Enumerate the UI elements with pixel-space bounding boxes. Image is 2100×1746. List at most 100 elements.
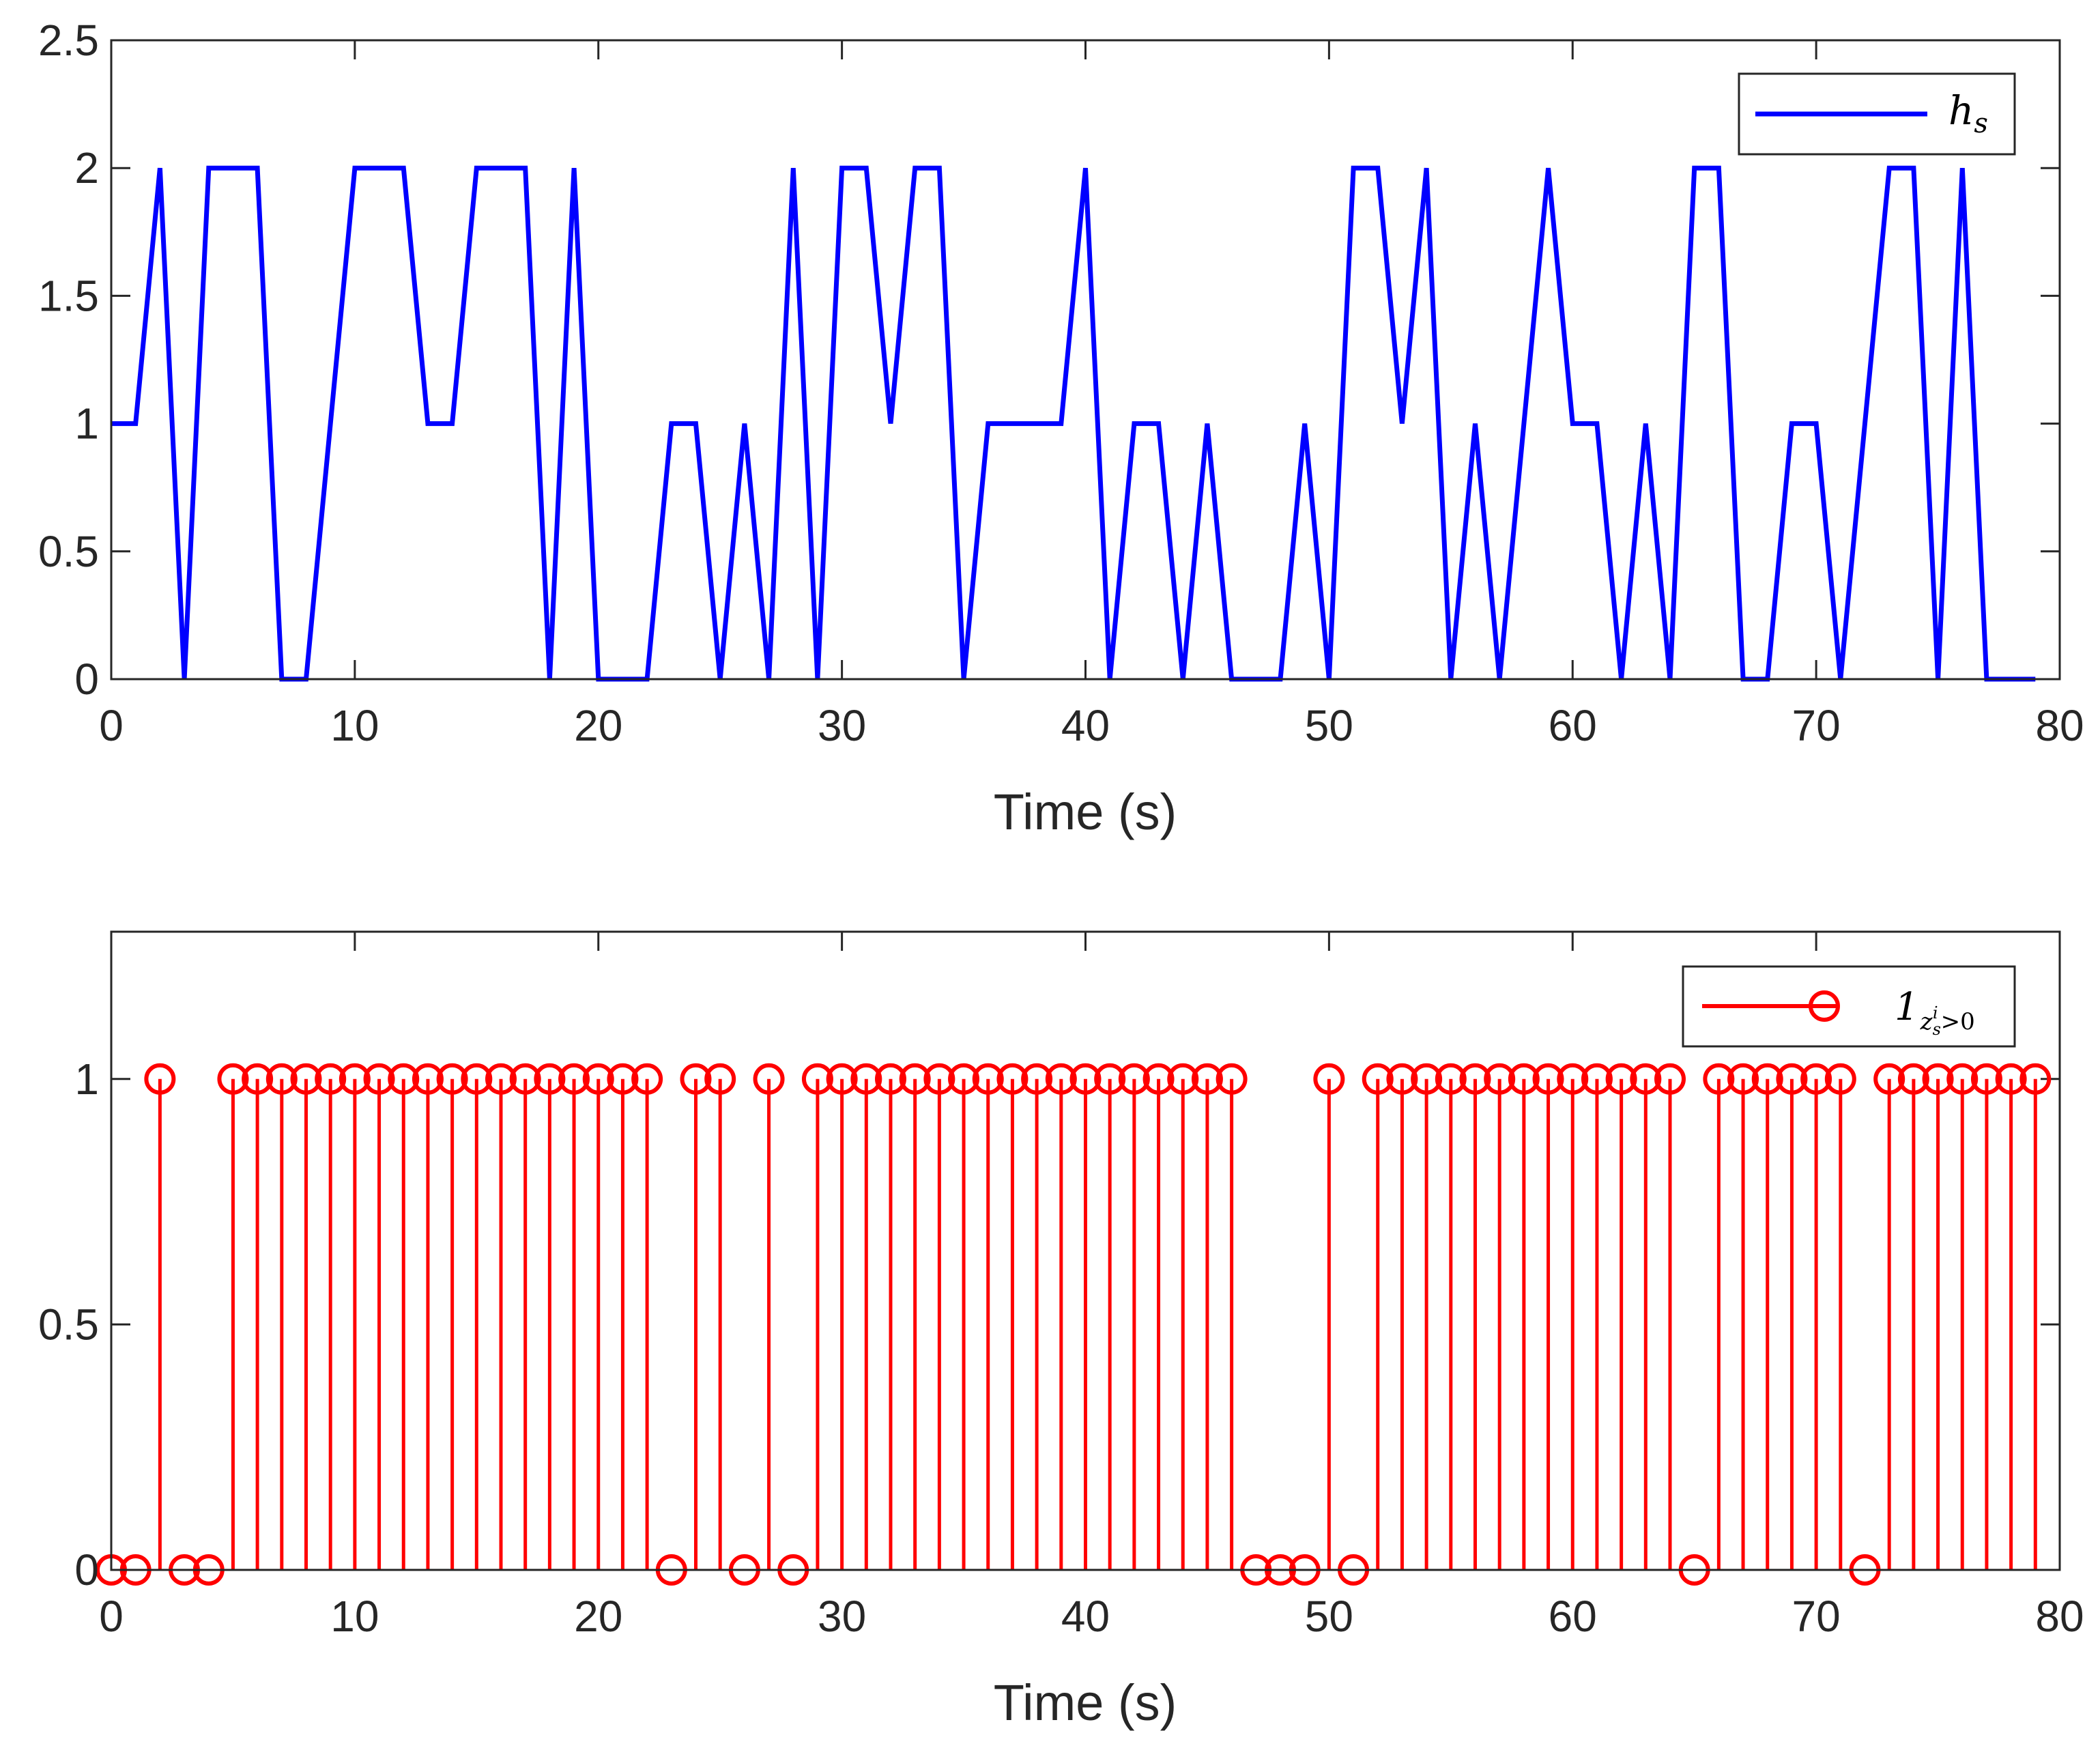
bottom-legend-label: 1zsi >0 [1895, 985, 1975, 1039]
top-x-tick-label: 40 [1061, 701, 1110, 750]
bottom-stem-marker [801, 1063, 833, 1095]
top-hs-series-line [111, 165, 2036, 682]
bottom-stem-marker [631, 1063, 663, 1095]
bottom-stem-marker [1313, 1063, 1345, 1095]
bottom-stem-marker [1873, 1063, 1905, 1095]
bottom-legend: 1zsi >0 [1682, 965, 2016, 1048]
bottom-stem-marker [2019, 1063, 2052, 1095]
bottom-y-tick-label: 0.5 [38, 1300, 99, 1349]
bottom-stem-marker [1922, 1063, 1954, 1095]
bottom-y-tick-label: 0 [74, 1545, 99, 1594]
bottom-stem-marker [996, 1063, 1029, 1095]
bottom-stem-marker [1216, 1063, 1248, 1095]
top-y-tick-label: 2 [74, 143, 99, 192]
bottom-stem-marker [826, 1063, 858, 1095]
bottom-stem-marker [217, 1063, 249, 1095]
bottom-stem-marker [1069, 1063, 1102, 1095]
bottom-stem-marker [899, 1063, 931, 1095]
bottom-x-tick-label: 80 [2035, 1592, 2084, 1641]
bottom-stem-marker [1751, 1063, 1783, 1095]
bottom-stem-marker [1800, 1063, 1832, 1095]
top-axes-box [110, 39, 2061, 681]
bottom-stem-marker [1605, 1063, 1637, 1095]
bottom-stem-marker [534, 1063, 566, 1095]
bottom-stem-marker [339, 1063, 371, 1095]
bottom-stem-marker [972, 1063, 1004, 1095]
bottom-stem-marker [1045, 1063, 1077, 1095]
bottom-x-tick-label: 50 [1305, 1592, 1353, 1641]
bottom-stem-marker [1362, 1063, 1394, 1095]
top-legend-label: hs [1948, 87, 1988, 139]
top-x-tick-label: 80 [2035, 701, 2084, 750]
bottom-stem-marker [1411, 1063, 1443, 1095]
top-x-tick-label: 0 [99, 701, 124, 750]
bottom-stem-marker [1897, 1063, 1929, 1095]
bottom-stem-marker [1727, 1063, 1759, 1095]
bottom-stem-marker [1021, 1063, 1053, 1095]
bottom-stem-chart: 0 10 20 30 40 50 60 70 80 0 0.5 1 Time (s) 1zsi >0 [38, 930, 2084, 1731]
bottom-stem-marker [1970, 1063, 2002, 1095]
bottom-stem-marker [1946, 1063, 1979, 1095]
top-plot-area [111, 40, 2060, 679]
top-y-tick-label: 1 [74, 399, 99, 448]
bottom-stem-marker [1995, 1063, 2027, 1095]
bottom-stem-marker [607, 1063, 639, 1095]
bottom-stem-marker [1654, 1063, 1686, 1095]
top-x-axis-label: Time (s) [994, 784, 1177, 840]
bottom-stem-marker [485, 1063, 517, 1095]
bottom-stem-marker [388, 1063, 420, 1095]
bottom-stem-marker [753, 1063, 785, 1095]
bottom-stem-marker [1532, 1063, 1564, 1095]
bottom-stem-marker [1484, 1063, 1516, 1095]
bottom-stem-marker [1142, 1063, 1175, 1095]
bottom-stem-marker [850, 1063, 882, 1095]
bottom-x-tick-label: 40 [1061, 1592, 1110, 1641]
bottom-x-axis-label: Time (s) [994, 1674, 1177, 1731]
top-x-tick-label: 10 [330, 701, 379, 750]
bottom-stem-marker [558, 1063, 590, 1095]
top-y-tick-label: 1.5 [38, 271, 99, 320]
bottom-stem-marker [412, 1063, 444, 1095]
top-line-chart: 0 10 20 30 40 50 60 70 80 0 0.5 1 1.5 2 2.5 Time (s) h… [38, 16, 2084, 840]
bottom-stem-marker [509, 1063, 541, 1095]
bottom-legend-marker [1809, 990, 1840, 1022]
bottom-stem-marker [315, 1063, 347, 1095]
bottom-x-tick-label: 60 [1549, 1592, 1597, 1641]
bottom-stem-marker [461, 1063, 493, 1095]
bottom-stem-marker [1508, 1063, 1540, 1095]
bottom-stem-marker [144, 1063, 176, 1095]
bottom-stem-marker [363, 1063, 395, 1095]
bottom-stem-marker [1776, 1063, 1808, 1095]
bottom-stem-marker [1386, 1063, 1418, 1095]
top-x-tick-label: 60 [1549, 701, 1597, 750]
bottom-x-tick-label: 20 [574, 1592, 622, 1641]
top-x-tick-label: 70 [1792, 701, 1841, 750]
bottom-stem-marker [704, 1063, 736, 1095]
bottom-stem-marker [436, 1063, 468, 1095]
bottom-y-tick-label: 1 [74, 1055, 99, 1104]
bottom-stem-marker [923, 1063, 955, 1095]
top-x-tick-label: 50 [1305, 701, 1353, 750]
bottom-stem-marker [1630, 1063, 1662, 1095]
bottom-stem-marker [1191, 1063, 1223, 1095]
bottom-stem-marker [265, 1063, 298, 1095]
top-y-tick-label: 0 [74, 655, 99, 704]
top-y-tick-label: 0.5 [38, 527, 99, 576]
bottom-axes-box [110, 930, 2061, 1571]
bottom-stem-marker [1435, 1063, 1467, 1095]
bottom-x-tick-label: 0 [99, 1592, 124, 1641]
bottom-stem-marker [1094, 1063, 1126, 1095]
bottom-stem-marker [1703, 1063, 1735, 1095]
bottom-stem-marker [1459, 1063, 1491, 1095]
top-x-tick-label: 30 [818, 701, 866, 750]
bottom-stem-marker [680, 1063, 712, 1095]
top-legend: hs [1738, 72, 2016, 156]
bottom-stem-marker [582, 1063, 614, 1095]
top-y-tick-label: 2.5 [38, 16, 99, 65]
bottom-stem-marker [875, 1063, 906, 1095]
bottom-stem-marker [1118, 1063, 1150, 1095]
top-x-tick-label: 20 [574, 701, 622, 750]
bottom-stem-marker [948, 1063, 980, 1095]
bottom-stem-marker [1581, 1063, 1613, 1095]
bottom-stem-marker [1167, 1063, 1199, 1095]
